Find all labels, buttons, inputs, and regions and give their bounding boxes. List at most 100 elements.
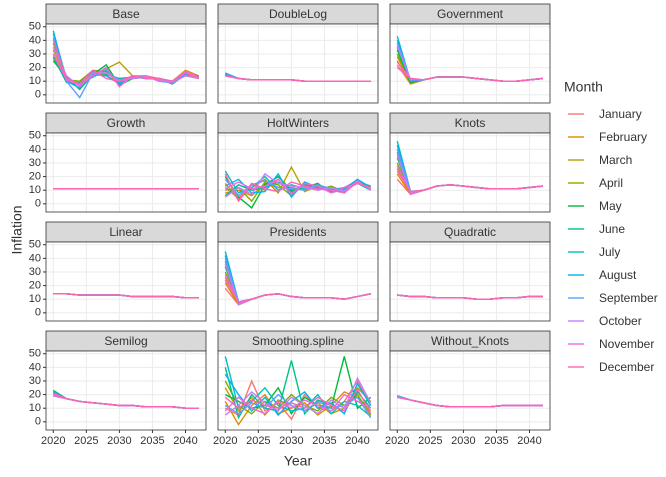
- series-line: [224, 379, 372, 421]
- panel-border: [45, 241, 207, 322]
- y-tick-label: 20: [29, 279, 41, 291]
- x-tick-label: 2030: [107, 435, 131, 447]
- y-axis-label: Inflation: [9, 205, 25, 254]
- panel-border: [217, 23, 379, 104]
- x-tick-label: 2040: [345, 435, 369, 447]
- strip-title: Growth: [107, 116, 146, 130]
- panel-border: [45, 132, 207, 213]
- y-tick-label: 10: [29, 184, 41, 196]
- panel: [390, 351, 550, 430]
- y-tick-label: 0: [35, 416, 41, 428]
- panel: [218, 133, 378, 212]
- y-tick-label: 10: [29, 75, 41, 87]
- panel: [218, 24, 378, 103]
- x-tick-label: 2030: [451, 435, 475, 447]
- y-tick-label: 40: [29, 143, 41, 155]
- strip-title: HoltWinters: [267, 116, 329, 130]
- x-tick-label: 2025: [74, 435, 98, 447]
- x-tick-label: 2025: [246, 435, 270, 447]
- panel: [46, 351, 206, 430]
- y-tick-label: 50: [29, 21, 41, 33]
- panel: [218, 242, 378, 321]
- panel: [390, 24, 550, 103]
- y-tick-label: 50: [29, 130, 41, 142]
- series-line: [397, 396, 543, 408]
- strip-title: Knots: [455, 116, 486, 130]
- panel-border: [389, 23, 551, 104]
- y-tick-label: 20: [29, 388, 41, 400]
- panel: [46, 242, 206, 321]
- y-tick-label: 10: [29, 293, 41, 305]
- series-line: [224, 393, 372, 415]
- x-tick-label: 2035: [140, 435, 164, 447]
- series-line: [224, 173, 372, 203]
- legend-label: January: [599, 107, 642, 121]
- series-line: [224, 279, 371, 303]
- panel-border: [389, 350, 551, 431]
- y-tick-label: 40: [29, 361, 41, 373]
- panel-border: [45, 23, 207, 104]
- legend-label: December: [599, 360, 654, 374]
- panel-border: [217, 241, 379, 322]
- x-tick-label: 2030: [279, 435, 303, 447]
- y-tick-label: 30: [29, 157, 41, 169]
- y-tick-label: 0: [35, 198, 41, 210]
- strip-title: Without_Knots: [431, 334, 509, 348]
- series-line: [224, 178, 371, 196]
- legend-label: May: [599, 199, 622, 213]
- legend-label: July: [599, 245, 620, 259]
- legend-label: November: [599, 337, 654, 351]
- legend-label: June: [599, 222, 625, 236]
- strip-title: Government: [437, 7, 504, 21]
- y-tick-label: 0: [35, 307, 41, 319]
- panel: [46, 133, 206, 212]
- y-tick-label: 30: [29, 266, 41, 278]
- strip-title: Smoothing.spline: [252, 334, 344, 348]
- strip-title: Semilog: [104, 334, 147, 348]
- series-line: [396, 61, 543, 82]
- strip-title: Linear: [109, 225, 142, 239]
- series-line: [224, 387, 372, 415]
- x-axis-label: Year: [284, 453, 313, 469]
- series-line: [396, 170, 543, 193]
- strip-title: Base: [112, 7, 140, 21]
- legend-title: Month: [564, 79, 603, 95]
- series-line: [397, 294, 543, 300]
- y-tick-label: 30: [29, 375, 41, 387]
- legend-label: October: [599, 314, 642, 328]
- y-tick-label: 40: [29, 34, 41, 46]
- y-tick-label: 30: [29, 48, 41, 60]
- x-tick-label: 2020: [213, 435, 237, 447]
- panel-border: [389, 241, 551, 322]
- x-tick-label: 2035: [312, 435, 336, 447]
- y-tick-label: 20: [29, 170, 41, 182]
- series-line: [225, 75, 371, 82]
- strip-title: Presidents: [270, 225, 327, 239]
- y-tick-label: 40: [29, 252, 41, 264]
- panel-border: [389, 132, 551, 213]
- legend-label: March: [599, 153, 632, 167]
- series-line: [52, 40, 199, 85]
- panel-border: [217, 132, 379, 213]
- series-line: [224, 376, 372, 416]
- panel-border: [217, 350, 379, 431]
- series-line: [53, 293, 199, 299]
- series-line: [224, 373, 372, 417]
- x-tick-label: 2040: [173, 435, 197, 447]
- strip-title: DoubleLog: [269, 7, 327, 21]
- x-tick-label: 2020: [385, 435, 409, 447]
- legend-label: September: [599, 291, 658, 305]
- y-tick-label: 50: [29, 348, 41, 360]
- x-tick-label: 2025: [418, 435, 442, 447]
- x-tick-label: 2035: [484, 435, 508, 447]
- panel: [390, 242, 550, 321]
- strip-title: Quadratic: [444, 225, 496, 239]
- y-tick-label: 10: [29, 402, 41, 414]
- series-line: [53, 392, 199, 409]
- legend-label: August: [599, 268, 637, 282]
- y-tick-label: 50: [29, 239, 41, 251]
- legend-label: April: [599, 176, 623, 190]
- y-tick-label: 20: [29, 61, 41, 73]
- y-tick-label: 0: [35, 89, 41, 101]
